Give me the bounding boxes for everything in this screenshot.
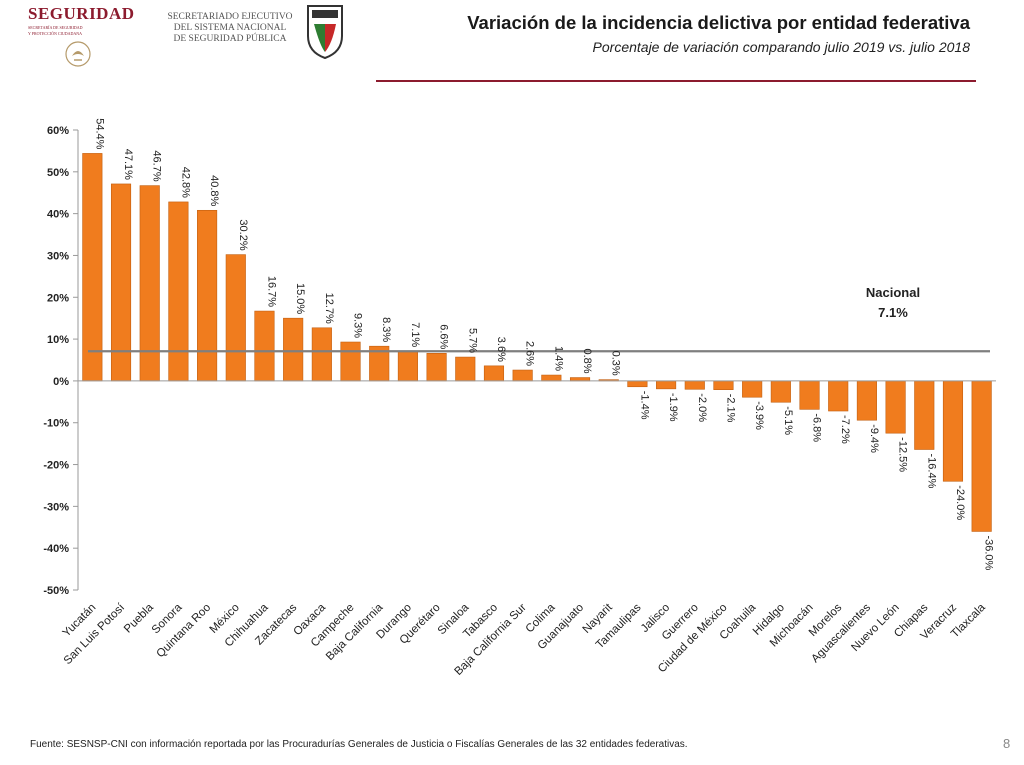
bar-value-label: 3.6% [495,337,507,362]
seguridad-logo: SEGURIDAD SECRETARÍA DE SEGURIDAD Y PROT… [28,4,148,72]
bar-value-label: -2.1% [724,394,736,423]
bar-value-label: 42.8% [179,167,191,198]
eagle-seal-icon [65,41,91,67]
bar [627,380,648,388]
y-axis: 60% 50% 40% 30% 20% 10% 0% -10% -20% -30% -40% -50% [43,125,79,597]
logo-subtitle-2: Y PROTECCIÓN CIUDADANA [28,31,83,36]
bar-value-label: -36.0% [983,535,995,570]
y-tick-label: -20% [43,460,69,472]
bar-value-label: 47.1% [122,149,134,180]
bar [197,209,218,382]
bar-value-label: 15.0% [294,283,306,314]
bar [971,380,992,532]
bar [799,380,820,410]
bar-value-label: -2.0% [696,393,708,422]
y-tick-label: -40% [43,543,69,555]
bar-value-label: 30.2% [237,219,249,250]
bar [82,153,103,382]
bar [455,356,476,382]
bar-value-label: 5.7% [466,328,478,353]
y-tick-label: 0% [53,376,69,388]
bar-value-label: 7.1% [409,322,421,347]
title-block: Variación de la incidencia delictiva por… [360,12,970,55]
bar [483,365,505,382]
bar-value-label: 8.3% [380,317,392,342]
bar [742,380,763,398]
page-number: 8 [1003,736,1011,751]
logo-subtitle-1: SECRETARÍA DE SEGURIDAD [28,25,83,30]
y-tick-label: 30% [47,250,69,262]
bar [713,380,734,390]
bar-value-label: -6.8% [811,413,823,442]
secretariado-line-1: SECRETARIADO EJECUTIVO [167,12,293,22]
bar [397,350,418,382]
sesnsp-shield-icon [307,5,343,60]
bar [856,380,877,421]
bar [311,327,332,382]
slide-title: Variación de la incidencia delictiva por… [467,12,970,33]
secretariado-line-3: DE SEGURIDAD PÚBLICA [173,34,287,44]
variation-bar-chart: 60% 50% 40% 30% 20% 10% 0% -10% -20% -30% -40% -50%… [43,118,996,678]
bar [254,310,275,382]
national-reference: Nacional 7.1% [88,285,990,353]
bar-value-label: 6.6% [438,324,450,349]
bar-value-label: -24.0% [954,485,966,520]
bar-value-label: -9.4% [868,424,880,453]
bar [283,317,304,382]
bar [828,380,849,412]
bar-value-label: -1.9% [667,393,679,422]
logo-word: SEGURIDAD [28,4,135,23]
bar [225,254,246,382]
y-tick-label: -50% [43,585,69,597]
bar-value-label: -5.1% [782,406,794,435]
bar-value-label: -12.5% [897,437,909,472]
bar [512,369,533,382]
y-tick-label: 50% [47,167,69,179]
y-tick-label: 10% [47,334,69,346]
bar-value-label: 46.7% [151,150,163,181]
bar [770,380,791,403]
bar [942,380,964,482]
y-tick-label: 60% [47,125,69,137]
slide-subtitle: Porcentaje de variación comparando julio… [592,39,970,55]
bar-value-label: -7.2% [839,415,851,444]
y-tick-label: -30% [43,501,69,513]
national-value-label: 7.1% [878,305,908,320]
bar-value-label: -1.4% [638,391,650,420]
secretariado-line-2: DEL SISTEMA NACIONAL [173,23,287,33]
header-divider [376,80,976,82]
bar-value-label: 40.8% [208,175,220,206]
bar [684,380,705,390]
bar-value-label: 9.3% [352,313,364,338]
y-tick-label: 40% [47,209,69,221]
secretariado-text: SECRETARIADO EJECUTIVO DEL SISTEMA NACIO… [160,12,300,45]
bar [914,380,935,450]
bar [656,380,677,390]
national-label: Nacional [866,285,920,300]
bar-value-label: -3.9% [753,401,765,430]
bar-value-label: 54.4% [93,118,105,149]
bar [569,377,591,382]
bar-series [78,153,996,532]
bar-value-label: -16.4% [925,453,937,488]
value-labels: 54.4% 47.1% 46.7% 42.8% 40.8% 30.2% 16.7% 15.0%… [93,118,994,570]
y-tick-label: -10% [43,418,69,430]
bar-value-label: 0.3% [610,351,622,376]
bar-value-label: 2.6% [524,341,536,366]
y-tick-label: 20% [47,292,69,304]
bar-value-label: 1.4% [552,346,564,371]
bar-value-label: 16.7% [265,276,277,307]
bar-value-label: 0.8% [581,348,593,373]
bar [168,201,189,382]
bar [340,341,361,382]
bar [541,374,562,382]
bar [426,353,447,382]
bar-value-label: 12.7% [323,293,335,324]
slide-header: SEGURIDAD SECRETARÍA DE SEGURIDAD Y PROT… [0,0,1024,84]
source-footnote: Fuente: SESNSP-CNI con información repor… [30,739,688,750]
bar [885,380,906,434]
